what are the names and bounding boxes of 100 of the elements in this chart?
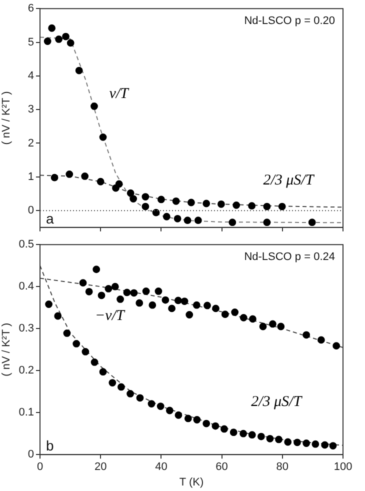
point [174,214,182,222]
point [81,172,89,180]
y-tick-label: 2 [28,137,34,150]
point [85,288,93,296]
point [66,39,74,47]
point [90,358,98,366]
point [75,66,83,74]
point [154,288,162,295]
point [332,342,340,350]
point [111,282,119,290]
point [62,32,70,40]
y-tick-label: 0.2 [18,364,34,377]
point [228,218,236,226]
point [156,402,164,410]
point [174,296,182,304]
point [96,178,104,186]
point [192,301,200,309]
y-tick-label: 0 [28,204,34,217]
y-tick-label: 0.4 [18,280,34,293]
y-tick-label: 1 [28,170,34,183]
x-tick-label: 40 [155,461,168,474]
point [158,196,165,204]
point [54,312,62,320]
point [269,320,276,328]
point [123,288,131,296]
point [217,200,225,208]
point [82,348,90,356]
point [126,189,134,197]
point [221,310,229,318]
point [193,416,201,424]
point [118,383,125,391]
point [194,216,202,224]
point [230,428,238,436]
point [99,133,107,141]
annotation: a [46,210,54,226]
point [162,212,170,220]
point [98,292,106,300]
y-tick-label: 0.1 [18,406,34,419]
annotation: Nd-LSCO p = 0.24 [244,251,335,264]
x-tick-label: 60 [216,461,228,474]
point [136,394,144,402]
point [45,300,52,308]
point [162,296,170,304]
point [108,379,116,386]
point [166,406,174,414]
x-tick-label: 80 [276,461,289,474]
point [152,208,160,216]
point [90,102,98,110]
point [240,314,248,322]
point [277,322,285,330]
x-tick-label: 0 [36,461,44,474]
point [249,315,256,323]
point [174,411,182,419]
point [168,304,176,312]
point [202,420,210,428]
point [308,218,316,226]
series-label: ν/T [109,86,130,102]
point [248,202,256,210]
point [50,174,58,182]
y-axis-title: ( nV / K²T ) [0,91,13,145]
point [172,197,180,205]
point [180,298,188,305]
point [99,368,107,376]
y-tick-label: 4 [28,70,34,82]
point [142,193,150,200]
point [148,301,156,309]
point [79,279,87,287]
point [266,434,274,442]
point [104,285,112,292]
point [259,322,267,330]
point [329,442,337,450]
point [232,201,240,209]
point [212,304,220,312]
point [186,311,194,318]
y-tick-label: 0.3 [18,322,34,335]
point [142,202,150,210]
y-tick-label: 0.5 [18,238,34,251]
point [212,422,220,430]
point [231,308,239,316]
point [142,288,150,295]
y-tick-label: 6 [28,2,34,15]
point [72,340,80,348]
point [263,202,271,210]
point [204,302,211,310]
y-tick-label: 3 [28,104,34,116]
point [116,296,124,303]
point [248,431,256,439]
x-tick-label: 20 [94,461,107,474]
x-tick-label: 100 [334,461,352,474]
point [66,170,74,178]
annotation: b [46,437,54,454]
x-axis-title: T (K) [179,476,204,488]
point [63,330,71,337]
y-tick-label: 5 [28,36,34,48]
annotation: Nd-LSCO p = 0.20 [244,15,335,28]
point [187,198,195,206]
point [263,218,271,226]
point [220,425,228,433]
y-tick-label: 0 [28,448,34,461]
point [321,441,329,449]
